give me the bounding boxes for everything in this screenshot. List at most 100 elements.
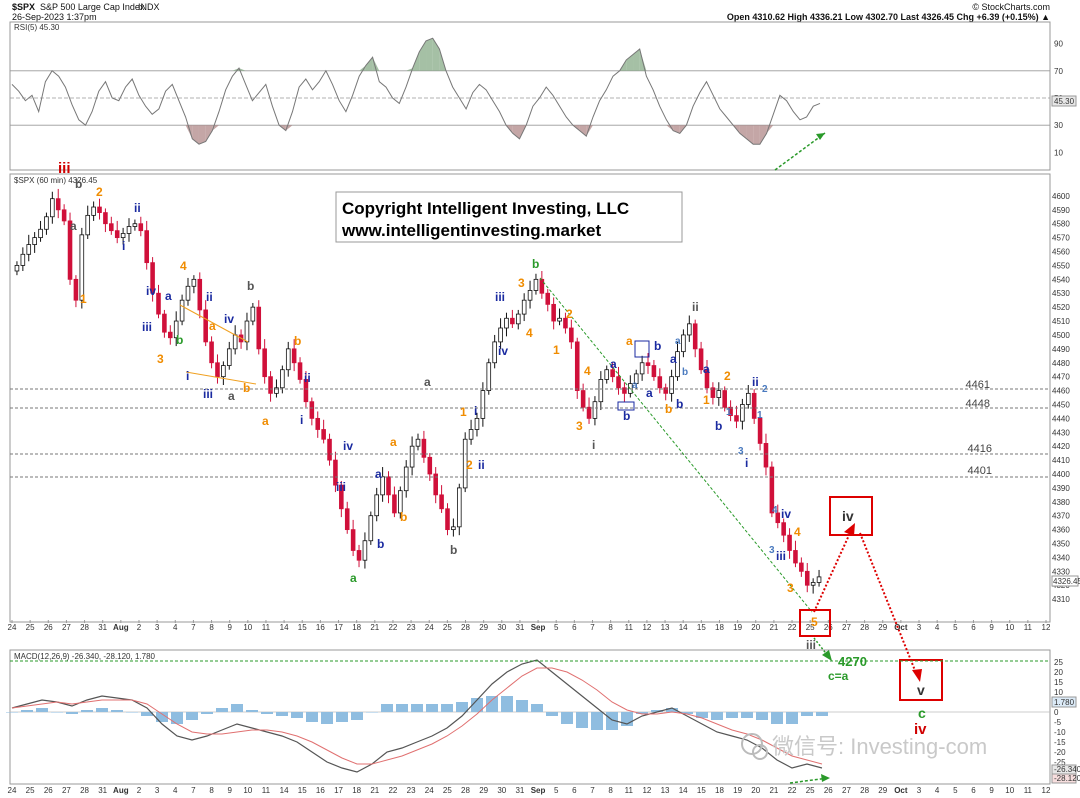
candle-body — [274, 387, 279, 394]
macd-hist-bar — [141, 712, 153, 716]
macd-hist-bar — [126, 712, 138, 713]
wave-label-current-5: 5 — [811, 615, 818, 629]
price-x-label: 6 — [971, 623, 976, 632]
svg-text:4: 4 — [526, 326, 533, 340]
candle-body — [350, 529, 356, 551]
candle-body — [675, 351, 680, 378]
price-x-label: 12 — [642, 623, 651, 632]
candle-body — [592, 401, 598, 419]
price-x-label: 29 — [479, 623, 488, 632]
candle-body — [657, 376, 663, 389]
candle-body — [486, 362, 492, 391]
candle-body — [456, 487, 462, 528]
candle-body — [315, 417, 321, 430]
wave-iv-target-box — [829, 496, 873, 536]
candle-body — [716, 390, 722, 398]
price-tick-4580: 4580 — [1052, 220, 1070, 229]
macd-x-label: 22 — [388, 786, 397, 795]
candle-body — [551, 303, 556, 322]
candle-body — [480, 390, 486, 419]
candle-body — [156, 292, 161, 315]
candle-body — [162, 313, 167, 333]
macd-x-label: 10 — [1005, 786, 1014, 795]
candle-body — [415, 438, 421, 447]
macd-x-label: 20 — [751, 786, 760, 795]
macd-hist-bar — [471, 698, 483, 712]
candle-body — [451, 526, 456, 531]
macd-x-label: 13 — [661, 786, 670, 795]
candle-body — [14, 265, 20, 272]
candle-body — [333, 459, 338, 486]
macd-hist-bar — [411, 704, 423, 712]
candle-body — [816, 576, 822, 583]
svg-text:i: i — [122, 239, 125, 253]
svg-text:4: 4 — [794, 525, 801, 539]
rsi-oversold-fill — [198, 125, 206, 145]
price-x-label: 26 — [824, 623, 833, 632]
copyright-box — [335, 191, 683, 243]
price-tick-4600: 4600 — [1052, 192, 1070, 201]
price-tick-4540: 4540 — [1052, 275, 1070, 284]
svg-text:3: 3 — [576, 419, 583, 433]
price-x-label: 16 — [316, 623, 325, 632]
macd-hist-bar — [696, 712, 708, 718]
price-x-label: 27 — [62, 623, 71, 632]
rsi-oversold-fill — [666, 125, 674, 131]
macd-hist-bar — [546, 712, 558, 716]
macd-x-label: 21 — [769, 786, 778, 795]
macd-hist-bar — [606, 712, 618, 730]
candle-body — [421, 438, 427, 458]
macd-hist-bar — [231, 704, 243, 712]
rsi-overbought-fill — [405, 68, 413, 71]
candle-body — [73, 278, 79, 301]
macd-hist-bar — [576, 712, 588, 728]
macd-x-label: 17 — [334, 786, 343, 795]
macd-x-label: 12 — [642, 786, 651, 795]
price-tick-4510: 4510 — [1052, 317, 1070, 326]
macd-x-label: 31 — [98, 786, 107, 795]
macd-x-label: 4 — [173, 786, 178, 795]
macd-hist-bar — [36, 708, 48, 712]
price-x-label: 11 — [625, 623, 634, 632]
svg-text:b: b — [532, 257, 539, 271]
macd-hist-bar — [486, 696, 498, 712]
price-x-label: 21 — [769, 623, 778, 632]
svg-text:iv: iv — [224, 312, 234, 326]
rsi-oversold-fill — [185, 125, 193, 139]
svg-text:a: a — [670, 352, 677, 366]
price-panel-frame — [9, 173, 1051, 623]
price-last-tag — [1051, 575, 1079, 587]
price-x-label: 19 — [733, 623, 742, 632]
price-tick-4410: 4410 — [1052, 456, 1070, 465]
level-label-4416: 4416 — [968, 443, 992, 455]
candle-body — [515, 313, 521, 325]
orange-channel-bottom — [185, 371, 257, 385]
candle-body — [226, 348, 232, 366]
candle-body — [698, 348, 704, 371]
candle-body — [810, 582, 816, 586]
price-x-label: 15 — [298, 623, 307, 632]
rsi-last-tag — [1051, 95, 1077, 107]
macd-x-label: 8 — [608, 786, 613, 795]
macd-x-labels: 24 25 26 27 28 31 Aug 2 3 4 7 8 9 10 11 14 15 16 17 18 21 22 2… — [8, 786, 1051, 795]
price-tick-4360: 4360 — [1052, 526, 1070, 535]
svg-text:4: 4 — [584, 364, 591, 378]
candle-body — [521, 299, 527, 315]
macd-x-label: 24 — [8, 786, 17, 795]
svg-text:a: a — [646, 386, 653, 400]
candle-body — [327, 438, 332, 461]
price-x-label: 9 — [227, 623, 232, 632]
candle-body — [793, 550, 798, 564]
macd-hist-bar — [66, 712, 78, 714]
wechat-icon — [741, 733, 763, 755]
wave-label-future-c: c — [918, 705, 926, 721]
svg-text:a: a — [675, 336, 681, 347]
svg-text:4: 4 — [180, 259, 187, 273]
candle-body — [669, 376, 674, 394]
macd-x-label: 28 — [80, 786, 89, 795]
wechat-watermark: 微信号: Investing-com — [741, 733, 987, 760]
svg-text:3: 3 — [787, 581, 794, 595]
candle-body — [97, 206, 102, 213]
macd-hist-bar — [711, 712, 723, 720]
price-x-label: 4 — [935, 623, 940, 632]
